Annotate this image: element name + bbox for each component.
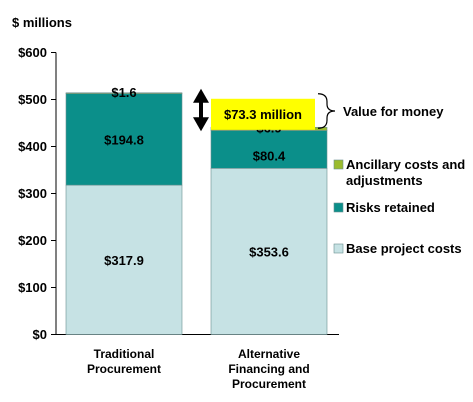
bar-segment [65,93,183,186]
bar-segment [65,184,183,335]
data-label: $194.8 [104,132,144,147]
y-tick-label: $500 [18,92,47,107]
difference-highlight [211,98,315,130]
x-tick-label: Alternative [238,347,300,361]
legend-label: Risks retained [346,200,435,215]
x-tick-label: Procurement [87,362,161,376]
x-tick-label: Financing and [228,362,309,376]
brace [317,93,336,129]
arrow-head-down [193,117,209,132]
legend-swatch [333,159,344,170]
y-axis-label: $ millions [12,15,72,30]
x-tick-label: Traditional [94,347,155,361]
y-tick-label: $100 [18,280,47,295]
y-tick-label: $200 [18,233,47,248]
y-tick-label: $400 [18,139,47,154]
data-label: $353.6 [249,244,289,259]
x-tick-label: Procurement [232,377,306,391]
legend-label: Ancillary costs and [346,157,465,172]
legend-label: adjustments [346,173,423,188]
legend-label: Base project costs [346,241,462,256]
difference-label: $73.3 million [224,107,302,122]
arrow-head-up [193,88,209,103]
y-tick-label: $0 [33,327,47,342]
brace-label: Value for money [343,104,444,119]
bar-segment [210,168,328,335]
y-tick-label: $300 [18,186,47,201]
bar-segment [65,92,183,94]
data-label: $1.6 [111,85,136,100]
data-label: $80.4 [253,149,286,164]
bar-segment [210,130,328,169]
data-label: $317.9 [104,253,144,268]
y-tick-label: $600 [18,45,47,60]
legend-swatch [333,202,344,213]
legend-swatch [333,243,344,254]
